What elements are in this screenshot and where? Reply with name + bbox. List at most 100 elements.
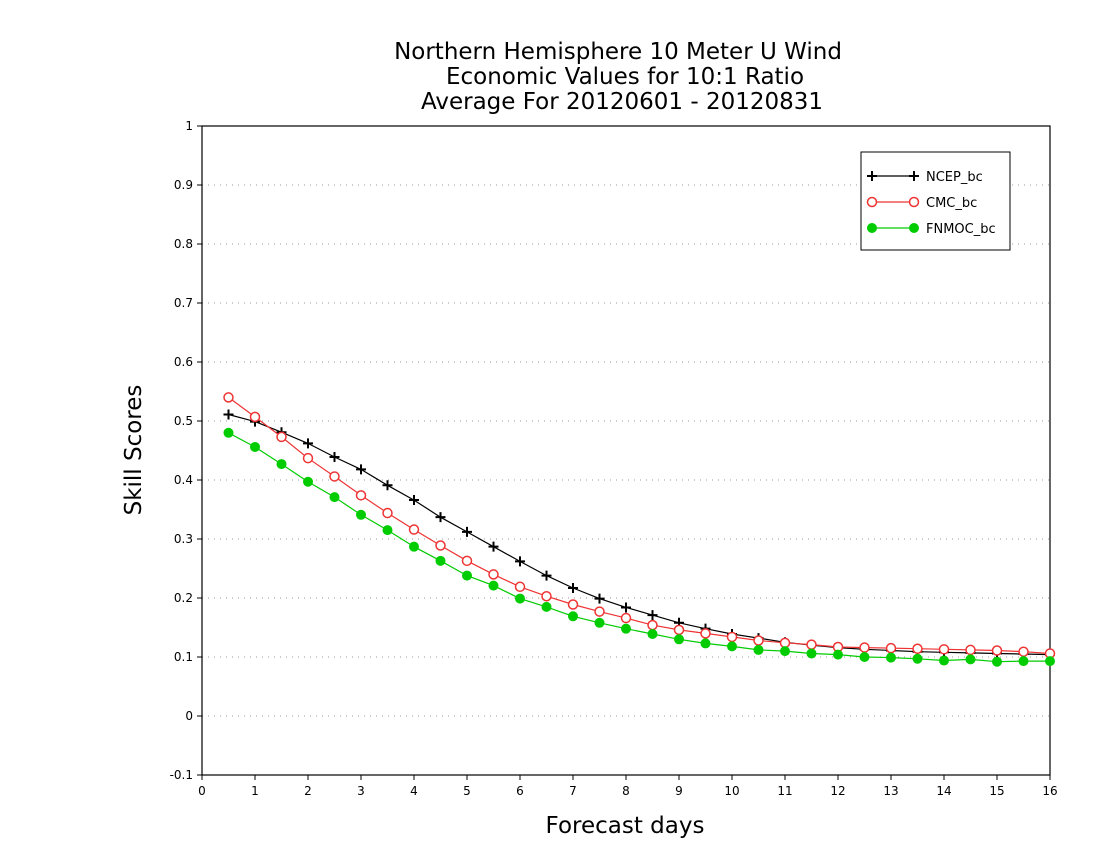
data-point-fnmoc-bc xyxy=(382,525,393,536)
legend: NCEP_bc CMC_bc FNMOC_bc xyxy=(860,151,1011,251)
data-point-fnmoc-bc xyxy=(488,580,499,591)
x-axis-ticks: 0 1 2 3 4 5 6 7 8 9 10 11 12 13 14 15 16 xyxy=(198,775,1058,798)
data-point-cmc-bc xyxy=(382,507,393,519)
data-point-fnmoc-bc xyxy=(1018,656,1029,667)
y-tick-label: 0.6 xyxy=(174,355,193,369)
legend-marker xyxy=(909,171,919,181)
y-axis-title: Skill Scores xyxy=(121,385,147,516)
data-point-fnmoc-bc xyxy=(939,655,949,666)
data-point-cmc-bc xyxy=(435,540,446,551)
data-point-fnmoc-bc xyxy=(276,459,287,470)
data-point-fnmoc-bc xyxy=(700,638,711,649)
data-point-ncep-bc xyxy=(488,541,499,552)
x-tick-label: 13 xyxy=(883,784,898,798)
x-tick-label: 2 xyxy=(304,784,312,798)
data-point-cmc-bc xyxy=(885,642,897,654)
data-point-fnmoc-bc xyxy=(435,555,446,566)
data-point-ncep-bc xyxy=(621,602,631,613)
data-point-ncep-bc xyxy=(409,495,419,506)
y-tick-label: 0 xyxy=(185,709,193,723)
data-point-cmc-bc xyxy=(408,524,420,535)
data-point-fnmoc-bc xyxy=(515,593,525,604)
data-point-cmc-bc xyxy=(991,645,1003,656)
y-axis-ticks: -0.1 0 0.1 0.2 0.3 0.4 0.5 0.6 0.7 0.8 0.9 1 xyxy=(170,119,202,782)
data-point-cmc-bc xyxy=(249,411,261,423)
y-tick-label: 0.8 xyxy=(174,237,193,251)
legend-item-cmc-bc: CMC_bc xyxy=(866,196,977,211)
data-point-cmc-bc xyxy=(726,631,738,643)
data-point-cmc-bc xyxy=(620,612,632,624)
x-tick-label: 10 xyxy=(724,784,739,798)
legend-box xyxy=(860,151,1011,251)
legend-marker xyxy=(867,171,877,181)
data-point-cmc-bc xyxy=(965,644,976,656)
title-line-1: Northern Hemisphere 10 Meter U Wind xyxy=(394,39,842,65)
data-point-fnmoc-bc xyxy=(223,427,234,438)
data-point-cmc-bc xyxy=(859,642,870,653)
y-tick-label: 0.7 xyxy=(174,296,193,310)
data-point-fnmoc-bc xyxy=(912,653,923,664)
legend-label: FNMOC_bc xyxy=(926,222,996,237)
y-tick-label: -0.1 xyxy=(170,768,193,782)
x-tick-label: 5 xyxy=(463,784,471,798)
y-tick-label: 0.4 xyxy=(174,473,193,487)
legend-label: NCEP_bc xyxy=(926,170,983,185)
x-tick-label: 8 xyxy=(622,784,630,798)
plot-frame xyxy=(201,125,1051,776)
data-point-cmc-bc xyxy=(276,431,287,443)
x-tick-label: 1 xyxy=(251,784,259,798)
data-point-ncep-bc xyxy=(647,610,658,621)
x-tick-label: 6 xyxy=(516,784,524,798)
data-point-ncep-bc xyxy=(329,451,340,462)
data-point-ncep-bc xyxy=(382,480,393,491)
legend-marker xyxy=(866,196,878,208)
data-point-cmc-bc xyxy=(594,606,605,617)
y-tick-label: 1 xyxy=(185,119,193,133)
legend-marker xyxy=(867,223,877,233)
data-point-ncep-bc xyxy=(594,593,605,604)
data-point-fnmoc-bc xyxy=(303,476,313,487)
data-point-fnmoc-bc xyxy=(727,641,737,652)
data-point-cmc-bc xyxy=(223,392,234,403)
data-point-fnmoc-bc xyxy=(541,601,552,612)
data-point-ncep-bc xyxy=(435,512,446,523)
data-point-ncep-bc xyxy=(541,570,552,581)
data-point-cmc-bc xyxy=(302,452,314,464)
data-point-cmc-bc xyxy=(938,644,950,655)
data-point-cmc-bc xyxy=(700,628,711,639)
y-tick-label: 0.3 xyxy=(174,532,193,546)
series-layer xyxy=(223,392,1056,667)
data-point-fnmoc-bc xyxy=(674,634,684,645)
data-point-cmc-bc xyxy=(912,643,923,654)
data-point-fnmoc-bc xyxy=(965,654,976,665)
y-tick-label: 0.2 xyxy=(174,591,193,605)
data-point-cmc-bc xyxy=(647,619,658,631)
data-point-fnmoc-bc xyxy=(753,644,764,655)
legend-label: CMC_bc xyxy=(926,196,977,211)
data-point-fnmoc-bc xyxy=(250,441,260,452)
data-point-ncep-bc xyxy=(223,409,234,420)
chart-title: Northern Hemisphere 10 Meter U Wind Econ… xyxy=(394,39,842,115)
y-tick-label: 0.1 xyxy=(174,650,193,664)
y-tick-label: 0.5 xyxy=(174,414,193,428)
title-line-3: Average For 20120601 - 20120831 xyxy=(421,89,823,115)
data-point-ncep-bc xyxy=(303,438,313,449)
data-point-fnmoc-bc xyxy=(886,652,896,663)
data-point-fnmoc-bc xyxy=(356,509,366,520)
data-point-cmc-bc xyxy=(806,639,817,650)
data-point-fnmoc-bc xyxy=(329,492,340,503)
x-tick-label: 11 xyxy=(777,784,792,798)
data-point-ncep-bc xyxy=(515,556,525,567)
x-tick-label: 4 xyxy=(410,784,418,798)
data-point-fnmoc-bc xyxy=(780,646,790,657)
legend-item-fnmoc-bc: FNMOC_bc xyxy=(867,222,996,237)
data-point-fnmoc-bc xyxy=(568,611,578,622)
series-fnmoc-bc xyxy=(223,427,1055,667)
data-point-fnmoc-bc xyxy=(594,617,605,628)
data-point-fnmoc-bc xyxy=(647,628,658,639)
data-point-cmc-bc xyxy=(514,581,526,593)
title-line-2: Economic Values for 10:1 Ratio xyxy=(446,64,804,90)
x-axis-title: Forecast days xyxy=(546,813,705,839)
